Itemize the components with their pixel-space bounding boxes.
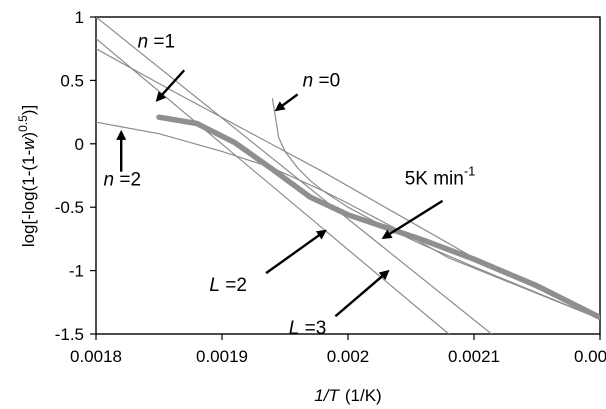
annotation-layer: n =1 n =0 n =2 5K min-1 L =2 L =3 [104, 31, 476, 339]
x-tick-label: 0.0022 [574, 347, 606, 366]
axes-layer: 0.0018 0.0019 0.002 0.0021 0.0022 1 0.5 0 -0.5 -1… [55, 8, 606, 366]
series-line-model-4 [96, 38, 450, 334]
plot-frame [95, 16, 601, 335]
annotation-arrow-rate [381, 199, 444, 240]
x-tick-label: 0.002 [327, 347, 370, 366]
annotation-label-l3: L =3 [289, 318, 327, 339]
series-line-model-3 [96, 121, 600, 320]
x-axis-title: 1/T (1/K) [314, 386, 381, 405]
series-layer [96, 17, 600, 334]
annotation-arrow-n0 [274, 93, 299, 112]
annotation-arrow-l2 [265, 229, 327, 275]
x-tick-label: 0.0018 [70, 347, 122, 366]
annotation-label-n1: n =1 [138, 31, 176, 52]
y-axis-title: log[-log(1-(1-w)0.5)] [16, 105, 38, 247]
annotation-label-l2: L =2 [209, 275, 247, 296]
y-tick-label: 0.5 [60, 71, 84, 90]
series-line-5k-data [156, 114, 600, 321]
y-tick-label: -0.5 [55, 198, 84, 217]
annotation-label-n2: n =2 [104, 170, 142, 191]
y-tick-label: 0 [75, 135, 84, 154]
annotation-label-n0: n =0 [303, 71, 341, 92]
y-tick-label: -1 [69, 262, 84, 281]
series-line-model-5 [96, 17, 492, 334]
y-tick-label: 1 [75, 8, 84, 27]
y-tick-label: -1.5 [55, 325, 84, 344]
x-tick-label: 0.0019 [196, 347, 248, 366]
annotation-label-rate: 5K min-1 [405, 163, 476, 189]
annotation-arrow-n1 [155, 69, 186, 102]
x-tick-label: 0.0021 [448, 347, 500, 366]
plot-area [95, 16, 601, 335]
annotation-arrow-l3 [334, 269, 390, 318]
